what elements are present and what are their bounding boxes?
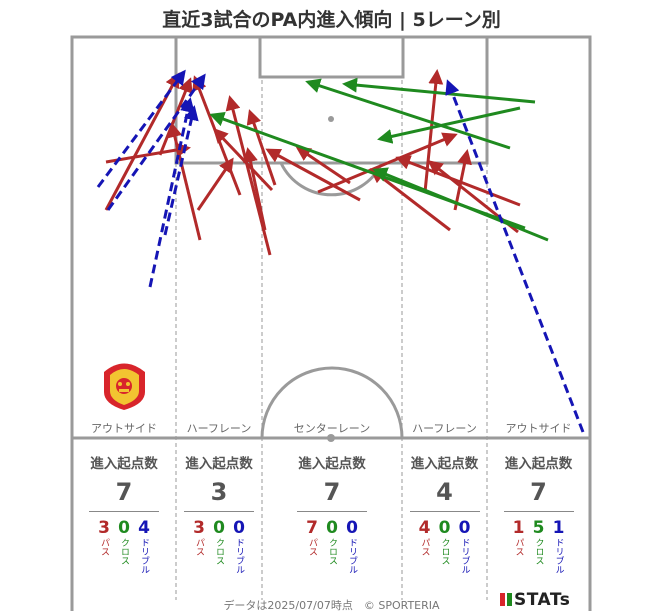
pass-label: パス xyxy=(194,538,204,556)
cross-count: 0 xyxy=(118,518,130,538)
divider xyxy=(409,511,480,512)
cross-arrows xyxy=(209,77,549,242)
divider xyxy=(503,511,574,512)
pass-count: 1 xyxy=(512,518,525,538)
pass-arrow xyxy=(243,147,267,231)
dribble-label: ドリブル xyxy=(139,538,149,574)
dribble-arrows xyxy=(96,69,585,433)
cross-count: 5 xyxy=(532,518,545,538)
lane-stats-outside-right: 進入起点数 7 1 パス 5 クロス 1 ドリブル xyxy=(487,452,590,574)
entry-breakdown: 1 パス 5 クロス 1 ドリブル xyxy=(487,518,590,574)
cross-count: 0 xyxy=(326,518,338,538)
lane-label-halfspace-right: ハーフレーン xyxy=(412,422,477,435)
lane-label-center: センターレーン xyxy=(293,422,371,435)
dribble-count: 4 xyxy=(138,518,150,538)
dribble-label: ドリブル xyxy=(347,538,357,574)
entry-count-total: 7 xyxy=(323,478,341,506)
dribble-arrow xyxy=(106,73,206,211)
cross-count: 0 xyxy=(213,518,225,538)
penalty-area xyxy=(174,35,489,165)
pass-count: 4 xyxy=(418,518,431,538)
lane-label-halfspace-left: ハーフレーン xyxy=(186,422,252,435)
dribble-label: ドリブル xyxy=(459,538,470,574)
centre-circle xyxy=(260,366,404,439)
lane-stats-halfspace-left: 進入起点数 3 3 パス 0 クロス 0 ドリブル xyxy=(176,452,262,574)
lane-label-outside-right: アウトサイド xyxy=(505,422,572,435)
dribble-count: 0 xyxy=(346,518,358,538)
entry-count-total: 7 xyxy=(530,478,547,506)
pass-arrow xyxy=(423,69,444,193)
pass-arrow xyxy=(265,148,361,202)
entry-count-header: 進入起点数 xyxy=(90,456,158,472)
cross-label: クロス xyxy=(214,538,224,565)
pass-label: パス xyxy=(513,538,524,556)
pass-arrow xyxy=(369,168,451,232)
dribble-count: 0 xyxy=(458,518,471,538)
divider xyxy=(89,511,159,512)
club-crest-icon xyxy=(104,363,145,410)
cross-arrow xyxy=(209,112,526,230)
pass-label: パス xyxy=(419,538,430,556)
pass-arrow xyxy=(225,95,272,256)
lane-label-outside-left: アウトサイド xyxy=(91,422,157,435)
entry-breakdown: 4 パス 0 クロス 0 ドリブル xyxy=(402,518,487,574)
entry-breakdown: 3 パス 0 クロス 0 ドリブル xyxy=(176,518,262,574)
pass-arrow xyxy=(395,155,521,207)
lane-stats-center: 進入起点数 7 7 パス 0 クロス 0 ドリブル xyxy=(262,452,402,574)
dribble-arrow xyxy=(148,97,195,288)
pass-arrow xyxy=(246,109,277,186)
data-date-footer: データは2025/07/07時点 © SPORTERIA xyxy=(223,599,440,612)
entry-breakdown: 3 パス 0 クロス 4 ドリブル xyxy=(74,518,174,574)
dribble-arrow xyxy=(163,105,199,236)
entry-count-header: 進入起点数 xyxy=(410,456,479,472)
lane-stats-halfspace-right: 進入起点数 4 4 パス 0 クロス 0 ドリブル xyxy=(402,452,487,574)
divider xyxy=(184,511,254,512)
lane-stats-outside-left: 進入起点数 7 3 パス 0 クロス 4 ドリブル xyxy=(74,452,174,574)
cross-arrow xyxy=(305,78,511,150)
entry-count-header: 進入起点数 xyxy=(504,456,573,472)
entry-count-total: 3 xyxy=(210,478,228,506)
brand-logo: STATs xyxy=(500,590,570,610)
cross-count: 0 xyxy=(438,518,451,538)
pass-label: パス xyxy=(307,538,317,556)
pass-count: 3 xyxy=(98,518,110,538)
divider xyxy=(297,511,367,512)
dribble-count: 1 xyxy=(552,518,565,538)
pass-arrow xyxy=(192,75,242,196)
penalty-arc xyxy=(279,162,384,197)
dribble-label: ドリブル xyxy=(553,538,564,574)
entry-count-total: 4 xyxy=(436,478,453,506)
brand-text: STATs xyxy=(514,590,571,610)
entry-count-header: 進入起点数 xyxy=(298,456,366,472)
entry-count-header: 進入起点数 xyxy=(185,456,253,472)
chart-title: 直近3試合のPA内進入傾向 | 5レーン別 xyxy=(162,9,501,31)
pass-arrow xyxy=(212,127,274,192)
cross-label: クロス xyxy=(327,538,337,565)
dribble-arrow xyxy=(445,79,585,433)
dribble-count: 0 xyxy=(233,518,245,538)
pass-count: 7 xyxy=(306,518,318,538)
cross-label: クロス xyxy=(439,538,450,565)
pass-arrow xyxy=(196,157,234,211)
cross-label: クロス xyxy=(533,538,544,565)
entry-breakdown: 7 パス 0 クロス 0 ドリブル xyxy=(262,518,402,574)
cross-arrow xyxy=(377,106,521,144)
pass-arrow xyxy=(167,122,202,241)
penalty-spot xyxy=(328,116,334,122)
brand-mark-green xyxy=(507,593,512,606)
pass-arrow xyxy=(317,132,458,194)
pass-label: パス xyxy=(99,538,109,556)
cross-label: クロス xyxy=(119,538,129,565)
pass-arrow xyxy=(295,146,351,185)
goal-area xyxy=(258,35,405,79)
brand-mark-red xyxy=(500,593,505,606)
cross-arrow xyxy=(342,77,536,104)
dribble-label: ドリブル xyxy=(234,538,244,574)
centre-spot xyxy=(327,434,335,442)
dribble-arrow xyxy=(96,69,186,188)
pass-count: 3 xyxy=(193,518,205,538)
entry-count-total: 7 xyxy=(115,478,133,506)
